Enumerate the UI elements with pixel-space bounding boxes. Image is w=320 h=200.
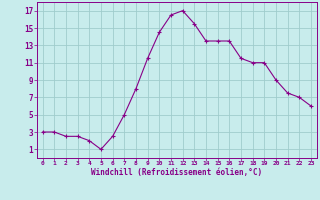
X-axis label: Windchill (Refroidissement éolien,°C): Windchill (Refroidissement éolien,°C) <box>91 168 262 177</box>
